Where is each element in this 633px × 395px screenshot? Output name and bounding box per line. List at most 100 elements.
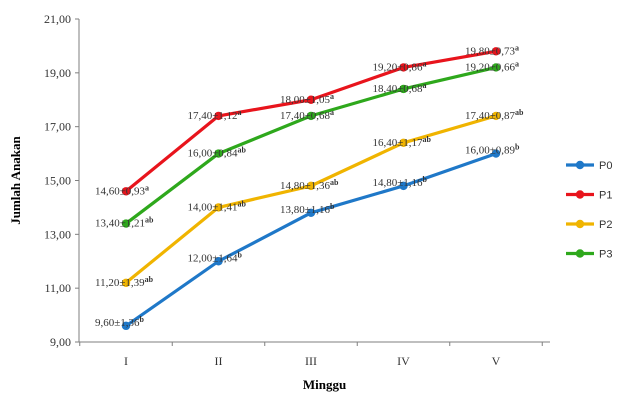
data-label-significance: b (423, 175, 428, 184)
data-label-value: 14,80±1,16 (373, 177, 424, 189)
data-point-p0 (491, 149, 501, 158)
legend-label: P1 (599, 190, 612, 202)
data-point-p1 (399, 63, 408, 72)
data-label-p0: 12,00±1,64b (188, 250, 243, 264)
legend-swatch-marker (575, 190, 585, 199)
y-tick-label: 21,00 (44, 12, 71, 26)
data-point-p3 (214, 149, 223, 158)
legend-item-p1: P1 (566, 190, 612, 202)
data-label-significance: ab (515, 108, 524, 117)
data-label-value: 16,00±0,84 (188, 148, 239, 160)
data-label-significance: ab (330, 178, 339, 187)
data-label-p2: 17,40±0,87ab (465, 108, 524, 122)
legend-swatch-marker (575, 249, 585, 258)
data-point-p3 (306, 111, 316, 121)
data-label-p2: 11,20±1,39ab (95, 275, 154, 289)
data-point-p0 (214, 257, 223, 266)
data-point-p0 (399, 181, 408, 191)
data-label-p1: 19,80±0,73a (465, 43, 519, 57)
data-label-p3: 13,40±1,21ab (95, 216, 154, 230)
data-label-p1: 19,20±0,86a (373, 59, 427, 73)
data-label-value: 17,40±0,68 (280, 110, 331, 122)
legend: P0 P1 P2 P3 (566, 160, 612, 261)
y-tick-label: 9,00 (50, 335, 71, 349)
data-label-value: 18,40±0,68 (373, 83, 424, 95)
legend-label: P2 (599, 219, 612, 231)
data-label-value: 17,40±0,87 (465, 110, 516, 122)
x-tick-label: IV (397, 354, 410, 368)
data-label-value: 14,00±1,41 (188, 201, 238, 213)
data-label-value: 19,20±0,86 (373, 61, 424, 73)
y-axis-title: Jumlah Anakan (8, 135, 23, 224)
data-label-significance: b (330, 202, 335, 211)
legend-label: P3 (599, 249, 612, 261)
data-label-significance: ab (238, 199, 247, 208)
data-label-significance: a (423, 81, 427, 90)
x-tick-label: I (124, 354, 128, 368)
data-label-p2: 14,80±1,36ab (280, 178, 339, 192)
y-tick-label: 19,00 (44, 66, 71, 80)
data-point-p3 (121, 219, 131, 228)
data-label-significance: ab (145, 216, 154, 225)
data-point-p3 (491, 63, 501, 72)
data-point-p0 (121, 321, 131, 331)
x-tick-label: II (215, 354, 223, 368)
data-point-p1 (121, 187, 131, 196)
data-label-value: 17,40±1,12 (188, 110, 238, 122)
data-label-value: 18,00±1,05 (280, 94, 331, 106)
data-point-p1 (491, 47, 501, 56)
data-label-significance: a (145, 183, 149, 192)
data-point-p0 (306, 208, 316, 217)
series-layer (121, 47, 501, 331)
data-labels: 9,60±1,36b12,00±1,64b13,80±1,16b14,80±1,… (95, 43, 524, 329)
data-label-significance: b (238, 250, 243, 259)
data-point-p3 (399, 84, 408, 94)
y-tick-label: 17,00 (44, 120, 71, 134)
legend-swatch-marker (575, 219, 585, 229)
data-label-value: 14,80±1,36 (280, 180, 331, 192)
data-label-p2: 16,40±1,17ab (373, 135, 432, 149)
data-point-p2 (214, 203, 223, 212)
data-label-p3: 17,40±0,68a (280, 108, 334, 122)
legend-swatch-marker (575, 160, 585, 170)
data-label-significance: ab (145, 275, 154, 284)
x-tick-label: V (492, 354, 501, 368)
data-label-p0: 9,60±1,36b (95, 315, 145, 329)
data-point-p2 (306, 181, 316, 191)
data-point-p1 (214, 111, 223, 121)
data-label-p0: 13,80±1,16b (280, 202, 335, 216)
data-label-p0: 14,80±1,16b (373, 175, 428, 189)
data-label-significance: a (238, 108, 242, 117)
legend-label: P0 (599, 160, 612, 172)
data-label-value: 16,40±1,17 (373, 137, 424, 149)
data-label-value: 9,60±1,36 (95, 317, 140, 329)
legend-item-p0: P0 (566, 160, 612, 172)
data-point-p2 (399, 138, 408, 148)
y-tick-label: 15,00 (44, 174, 71, 188)
data-label-significance: ab (423, 135, 432, 144)
data-label-significance: ab (238, 146, 247, 155)
data-label-significance: b (515, 143, 520, 152)
data-label-p1: 14,60±0,93a (95, 183, 149, 197)
data-label-p0: 16,00±0,89b (465, 143, 520, 157)
data-point-p2 (121, 278, 131, 287)
data-label-p3: 18,40±0,68a (373, 81, 427, 95)
data-label-value: 11,20±1,39 (95, 277, 145, 289)
data-label-value: 13,80±1,16 (280, 204, 331, 216)
legend-item-p3: P3 (566, 249, 612, 261)
x-tick-label: III (305, 354, 317, 368)
x-axis-title: Minggu (303, 377, 346, 392)
data-label-value: 14,60±0,93 (95, 185, 146, 197)
data-label-significance: a (515, 43, 519, 52)
data-label-p2: 14,00±1,41ab (188, 199, 247, 213)
data-label-value: 12,00±1,64 (188, 252, 239, 264)
data-label-significance: b (140, 315, 145, 324)
y-tick-label: 13,00 (44, 227, 71, 241)
data-label-value: 19,80±0,73 (465, 45, 516, 57)
data-label-value: 13,40±1,21 (95, 218, 145, 230)
legend-item-p2: P2 (566, 219, 612, 231)
data-label-significance: a (515, 59, 519, 68)
